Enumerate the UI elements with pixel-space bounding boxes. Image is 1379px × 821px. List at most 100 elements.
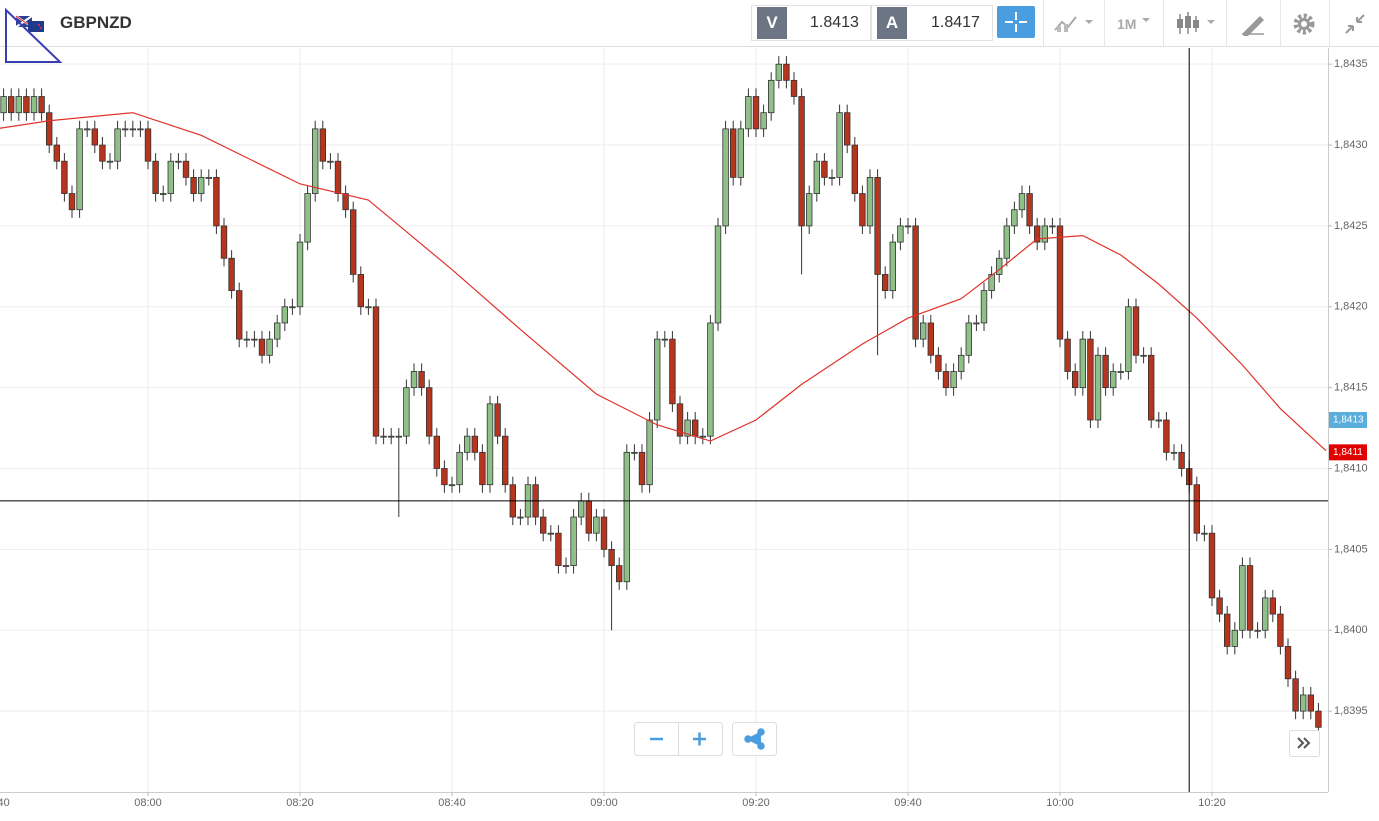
timeframe[interactable]: 1M xyxy=(1117,16,1137,32)
y-tick-label: 1,8425 xyxy=(1334,220,1368,232)
symbol: GBPNZD xyxy=(60,13,132,32)
x-tick-label: 09:20 xyxy=(742,797,770,809)
collapse-button[interactable] xyxy=(1343,12,1367,36)
candle-body xyxy=(1056,225,1064,340)
crosshair-button[interactable] xyxy=(997,6,1035,38)
chart-type-button[interactable] xyxy=(1175,11,1220,37)
candle-body xyxy=(616,565,623,583)
indicator-button[interactable] xyxy=(1053,12,1098,34)
candle-body xyxy=(821,160,828,178)
candle-body xyxy=(760,112,767,130)
candle-body xyxy=(342,193,349,211)
candle-body xyxy=(425,387,433,437)
candle-body xyxy=(456,451,463,486)
candle-body xyxy=(927,322,934,356)
candle-body xyxy=(950,371,957,389)
candle-body xyxy=(273,322,281,340)
candle-body xyxy=(600,516,608,550)
bid-label: V xyxy=(757,7,787,39)
candle-body xyxy=(768,79,775,114)
candle-body xyxy=(68,193,76,211)
zoom-in-button[interactable] xyxy=(693,732,706,746)
candle-body xyxy=(137,128,144,131)
candle-body xyxy=(15,96,22,114)
candle-body xyxy=(197,176,205,194)
separator xyxy=(1043,0,1044,47)
candle-body xyxy=(129,128,136,131)
candle-body xyxy=(1307,694,1314,712)
bid-box[interactable] xyxy=(751,5,871,41)
candle-body xyxy=(1094,354,1102,421)
candle-body xyxy=(175,160,182,163)
candle-body xyxy=(646,419,653,486)
candle-body xyxy=(228,257,235,292)
candle-body xyxy=(319,128,326,162)
candle-body xyxy=(144,128,152,162)
candle-body xyxy=(167,160,174,194)
candle-body xyxy=(889,241,896,292)
candle-body xyxy=(844,112,851,146)
candle-body xyxy=(1125,306,1132,372)
candle-body xyxy=(1011,209,1018,227)
x-tick-label: 09:40 xyxy=(894,797,922,809)
candle-body xyxy=(1277,613,1284,647)
candle-body xyxy=(1315,710,1322,728)
candle-body xyxy=(289,306,296,309)
price-label: 1,8413 xyxy=(1333,415,1364,426)
candle-body xyxy=(661,338,668,341)
candle-body xyxy=(874,176,881,275)
candle-body xyxy=(1018,193,1026,211)
candle-body xyxy=(84,128,91,131)
candle-body xyxy=(1292,678,1299,712)
candle-body xyxy=(996,257,1003,275)
candle-body xyxy=(395,435,402,438)
candle-body xyxy=(433,435,440,469)
candle-body xyxy=(53,144,60,162)
candle-body xyxy=(920,322,927,340)
candle-body xyxy=(783,63,790,81)
candle-body xyxy=(1300,694,1307,712)
candle-body xyxy=(304,193,311,243)
candle-body xyxy=(942,371,950,389)
candle-body xyxy=(988,274,995,292)
x-tick-label: 07:40 xyxy=(0,797,10,809)
candle-body xyxy=(190,176,197,194)
candle-body xyxy=(1269,597,1276,615)
candle-body xyxy=(555,532,562,566)
dropdown-arrow xyxy=(1142,18,1150,22)
axes: 1,8395 1,8400 1,8405 1,8410 1,8415 1,8420 1,84… xyxy=(0,58,1368,809)
separator xyxy=(1226,0,1227,47)
candle-body xyxy=(372,306,380,437)
candle-body xyxy=(714,225,722,324)
candle-body xyxy=(669,338,676,405)
candle-body xyxy=(904,225,912,228)
candle-body xyxy=(859,193,866,227)
draw-button[interactable] xyxy=(1240,12,1266,36)
candle-body xyxy=(213,176,220,227)
candle-body xyxy=(631,451,638,454)
candle-body xyxy=(813,160,820,194)
candle-body xyxy=(418,371,425,389)
candle-body xyxy=(1155,419,1162,422)
scroll-end-button[interactable] xyxy=(1289,730,1320,757)
candle-body xyxy=(7,96,15,114)
candle-body xyxy=(61,160,68,194)
plot-area xyxy=(0,48,1328,792)
ask-box[interactable] xyxy=(871,5,993,41)
y-tick-label: 1,8400 xyxy=(1334,624,1368,636)
candle-body xyxy=(380,435,387,438)
separator xyxy=(1104,0,1105,47)
candle-body xyxy=(38,96,45,114)
settings-button[interactable] xyxy=(1292,12,1316,36)
candle-body xyxy=(463,435,471,453)
bid-price: 1.8413 xyxy=(810,14,859,31)
candle-body xyxy=(471,435,478,453)
candle-body xyxy=(1170,451,1178,454)
candle-body xyxy=(357,274,364,308)
candle-body xyxy=(1049,225,1056,228)
candle-body xyxy=(1216,597,1223,615)
candle-body xyxy=(1239,565,1246,631)
flag-icon xyxy=(16,15,44,32)
candle-body xyxy=(707,322,714,437)
